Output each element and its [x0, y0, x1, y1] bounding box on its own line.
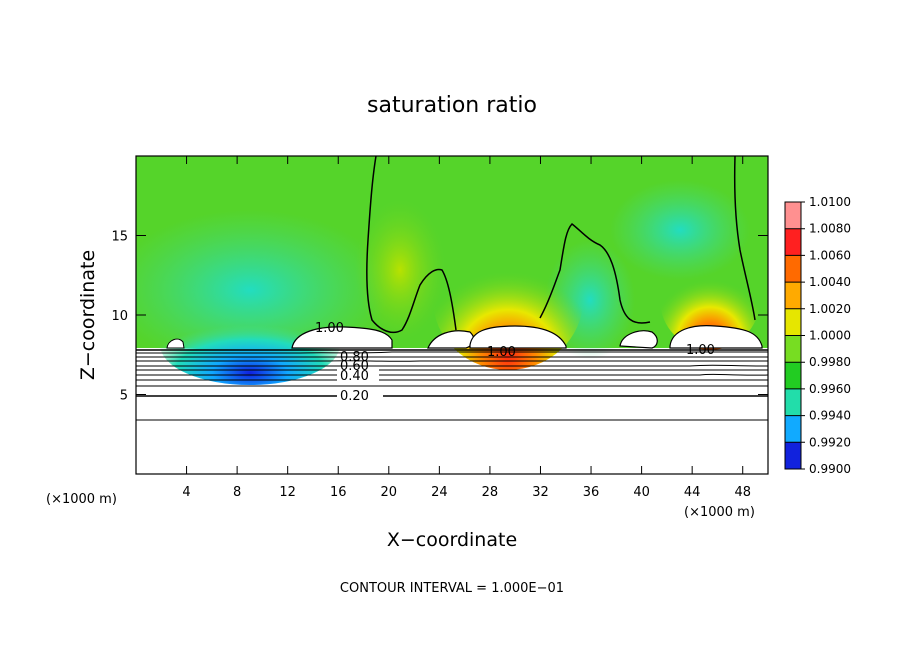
cloud-blob-1 — [291, 326, 393, 349]
colorbar-swatch — [785, 282, 801, 310]
contour-interval-note: CONTOUR INTERVAL = 1.000E−01 — [340, 581, 564, 596]
colorbar: 1.0100 1.0080 1.0060 1.0040 1.0020 1.0000 0.99… — [784, 195, 851, 476]
x-tick-label: 20 — [381, 485, 398, 500]
colorbar-swatch — [785, 415, 801, 443]
plot-area — [136, 156, 768, 474]
contour-label-0.40: 0.40 — [340, 369, 369, 384]
colorbar-swatch — [785, 255, 801, 283]
field-cool-pocket — [160, 305, 340, 385]
x-tick-label: 28 — [482, 485, 499, 500]
colorbar-label: 1.0100 — [809, 195, 851, 209]
colorbar-swatch — [785, 335, 801, 363]
contour-label-0.80: 0.80 — [340, 350, 369, 365]
y-axis-label: Z−coordinate — [77, 250, 99, 380]
colorbar-swatch — [785, 228, 801, 256]
contour-label-1.00-c: 1.00 — [686, 343, 715, 358]
colorbar-label: 1.0000 — [809, 329, 851, 343]
field-warm-right — [660, 250, 760, 350]
cloud-blob-4 — [619, 330, 658, 349]
x-tick-label: 4 — [182, 485, 190, 500]
x-tick-label: 40 — [633, 485, 650, 500]
colorbar-label: 1.0060 — [809, 248, 851, 262]
x-tick-label: 44 — [684, 485, 701, 500]
contour-1.00-column-3 — [733, 156, 756, 321]
contour-label-0.20: 0.20 — [340, 389, 369, 404]
contour-label-1.00-b: 1.00 — [487, 345, 516, 360]
x-tick-label: 24 — [431, 485, 448, 500]
x-unit-left: (×1000 m) — [46, 492, 117, 507]
field-warm-left — [355, 200, 445, 340]
x-tick-label: 36 — [583, 485, 600, 500]
colorbar-label: 1.0020 — [809, 302, 851, 316]
colorbar-label: 0.9920 — [809, 435, 851, 449]
contour-1.00-column-1 — [366, 156, 457, 334]
x-tick-label: 32 — [532, 485, 549, 500]
x-tick-label: 12 — [279, 485, 296, 500]
y-tick-label: 5 — [120, 389, 128, 404]
colorbar-label: 0.9980 — [809, 355, 851, 369]
contour-lines-lower — [136, 349, 768, 421]
x-tick-label: 8 — [233, 485, 241, 500]
contour-label-0.60: 0.60 — [340, 359, 369, 374]
colorbar-swatch — [785, 202, 801, 230]
colorbar-swatch — [785, 442, 801, 470]
contour-1.00-column-2 — [539, 223, 651, 324]
y-axis-ticks: 5 10 15 — [111, 230, 768, 404]
x-axis-label: X−coordinate — [387, 529, 517, 551]
colorbar-swatch — [785, 388, 801, 417]
contour-labels: 0.20 0.40 0.60 0.80 1.00 1.00 1.00 — [315, 321, 715, 404]
x-axis-ticks: 4 8 12 16 20 24 28 32 36 40 44 48 — [182, 156, 751, 500]
y-tick-label: 15 — [111, 230, 128, 245]
colorbar-swatch — [785, 362, 801, 390]
y-tick-label: 10 — [111, 309, 128, 324]
colorbar-label: 0.9960 — [809, 382, 851, 396]
colorbar-swatch — [785, 308, 801, 336]
x-tick-label: 48 — [734, 485, 751, 500]
chart-title: saturation ratio — [367, 93, 537, 118]
colorbar-label: 0.9900 — [809, 462, 851, 476]
contour-label-1.00-a: 1.00 — [315, 321, 344, 336]
colorbar-label: 1.0080 — [809, 222, 851, 236]
cloud-blob-3 — [469, 325, 567, 349]
colorbar-label: 1.0040 — [809, 275, 851, 289]
x-unit-right: (×1000 m) — [684, 505, 755, 520]
cloud-blob-6 — [166, 338, 185, 349]
cloud-blob-2 — [427, 330, 475, 349]
x-tick-label: 16 — [330, 485, 347, 500]
colorbar-label: 0.9940 — [809, 409, 851, 423]
cloud-blob-5 — [669, 325, 763, 349]
